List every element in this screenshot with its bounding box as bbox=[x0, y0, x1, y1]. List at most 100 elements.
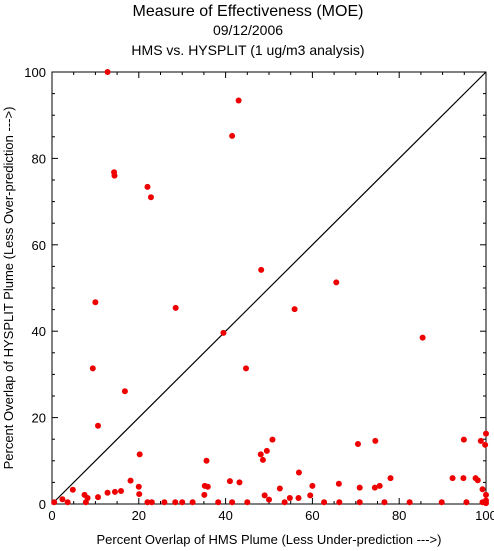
data-point bbox=[104, 489, 111, 496]
data-point bbox=[95, 422, 102, 429]
data-point bbox=[419, 334, 426, 341]
data-point bbox=[406, 499, 413, 506]
data-point bbox=[483, 491, 489, 498]
data-point bbox=[59, 496, 66, 503]
chart-title: Measure of Effectiveness (MOE) bbox=[133, 3, 364, 20]
x-tick-label: 0 bbox=[48, 508, 55, 523]
y-axis-label: Percent Overlap of HYSPLIT Plume (Less O… bbox=[1, 107, 16, 470]
data-point bbox=[111, 172, 118, 179]
data-point bbox=[179, 499, 186, 506]
data-point bbox=[354, 440, 361, 447]
data-point bbox=[204, 483, 211, 490]
data-point bbox=[236, 479, 243, 486]
data-point bbox=[376, 482, 383, 489]
data-point bbox=[295, 494, 302, 501]
data-point bbox=[474, 477, 481, 484]
data-point bbox=[460, 475, 467, 482]
x-tick-label: 20 bbox=[132, 508, 146, 523]
data-point bbox=[483, 500, 489, 507]
data-point bbox=[276, 485, 283, 492]
data-point bbox=[333, 279, 340, 286]
data-point bbox=[127, 477, 134, 484]
data-point bbox=[381, 499, 388, 506]
data-point bbox=[244, 499, 251, 506]
axis-tick-labels: 0 20 40 60 80 100 0 20 40 60 80 100 bbox=[24, 65, 494, 523]
chart-date: 09/12/2006 bbox=[213, 22, 283, 38]
data-point bbox=[371, 484, 378, 491]
data-point bbox=[266, 496, 272, 503]
data-point bbox=[235, 97, 242, 104]
data-point bbox=[482, 441, 489, 448]
data-point bbox=[215, 499, 222, 506]
data-point bbox=[121, 388, 128, 395]
data-point bbox=[69, 486, 76, 493]
data-point bbox=[261, 492, 268, 499]
data-point bbox=[242, 365, 249, 372]
data-point bbox=[387, 475, 394, 482]
data-point bbox=[161, 499, 168, 506]
data-points bbox=[51, 69, 489, 507]
data-point bbox=[135, 483, 142, 490]
y-tick-label: 20 bbox=[32, 411, 46, 426]
data-point bbox=[295, 469, 302, 476]
data-point bbox=[258, 266, 265, 273]
data-point bbox=[118, 488, 125, 495]
data-point bbox=[82, 499, 89, 506]
data-point bbox=[189, 499, 196, 506]
data-point bbox=[92, 299, 99, 306]
data-point bbox=[438, 499, 445, 506]
data-point bbox=[144, 499, 151, 506]
data-point bbox=[111, 488, 118, 495]
data-point bbox=[229, 132, 236, 139]
data-point bbox=[172, 304, 179, 311]
data-point bbox=[449, 475, 456, 482]
data-point bbox=[136, 491, 143, 498]
data-point bbox=[281, 499, 288, 506]
data-point bbox=[291, 306, 298, 313]
data-point bbox=[259, 456, 266, 463]
data-point bbox=[226, 478, 233, 485]
data-point bbox=[479, 486, 486, 493]
x-tick-label: 100 bbox=[475, 508, 494, 523]
chart-subtitle: HMS vs. HYSPLIT (1 ug/m3 analysis) bbox=[131, 42, 364, 58]
data-point bbox=[335, 480, 342, 487]
data-point bbox=[356, 499, 363, 506]
data-point bbox=[336, 499, 343, 506]
data-point bbox=[64, 499, 71, 506]
data-point bbox=[463, 499, 470, 506]
data-point bbox=[356, 484, 363, 491]
data-point bbox=[172, 499, 179, 506]
data-point bbox=[148, 499, 155, 506]
x-tick-label: 60 bbox=[305, 508, 319, 523]
y-tick-label: 0 bbox=[39, 497, 46, 512]
data-point bbox=[460, 436, 467, 443]
x-tick-label: 80 bbox=[392, 508, 406, 523]
data-point bbox=[51, 499, 58, 506]
data-point bbox=[483, 430, 489, 437]
data-point bbox=[477, 437, 484, 444]
data-point bbox=[203, 457, 210, 464]
data-point bbox=[104, 69, 111, 75]
data-point bbox=[147, 194, 154, 201]
reference-diagonal-line bbox=[51, 71, 487, 505]
x-tick-label: 40 bbox=[218, 508, 232, 523]
data-point bbox=[201, 491, 208, 498]
data-point bbox=[307, 492, 314, 499]
data-point bbox=[89, 365, 96, 372]
y-tick-label: 100 bbox=[24, 65, 46, 80]
y-tick-label: 40 bbox=[32, 324, 46, 339]
data-point bbox=[257, 451, 264, 458]
data-point bbox=[309, 482, 316, 489]
data-point bbox=[136, 451, 143, 458]
x-axis-label: Percent Overlap of HMS Plume (Less Under… bbox=[97, 532, 442, 547]
data-point bbox=[263, 447, 270, 454]
data-point bbox=[286, 494, 293, 501]
data-point bbox=[229, 499, 236, 506]
y-tick-label: 80 bbox=[32, 151, 46, 166]
y-tick-label: 60 bbox=[32, 238, 46, 253]
data-point bbox=[269, 436, 276, 443]
data-point bbox=[144, 183, 151, 190]
data-point bbox=[372, 437, 379, 444]
